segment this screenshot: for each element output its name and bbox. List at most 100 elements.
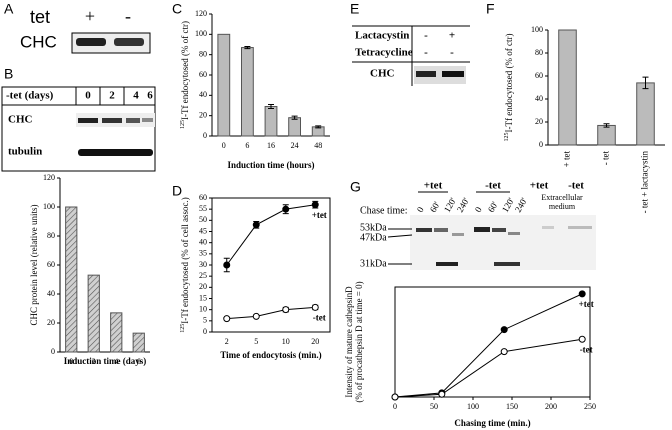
x-tick-label: 24 xyxy=(291,141,299,150)
y-axis-label: 125I-Tf endocytosed (% of cell assoc.) xyxy=(180,197,190,332)
panel-label: C xyxy=(172,1,182,17)
x-axis-label: Time of endocytosis (min.) xyxy=(220,350,321,360)
time-label: 120' xyxy=(442,196,458,214)
marker xyxy=(311,201,319,209)
y-axis-label-text: CHC protein level (relative units) xyxy=(29,205,39,326)
marker xyxy=(578,290,586,298)
series-line xyxy=(394,293,583,398)
y-axis-label: CHC protein level (relative units) xyxy=(29,205,39,326)
bar xyxy=(288,117,302,137)
y-tick-label: 5 xyxy=(203,316,207,325)
y-tick-label: 35 xyxy=(199,249,207,258)
row-label: CHC xyxy=(8,114,33,126)
error-bar xyxy=(268,103,274,110)
series-line xyxy=(394,338,583,398)
x-tick-label: 100 xyxy=(467,402,479,411)
group-label: +tet xyxy=(424,180,443,192)
error-bar xyxy=(244,46,251,50)
y-axis-label-text: I-Tf endocytosed (% of ctr) xyxy=(180,21,190,120)
y-tick-label: 100 xyxy=(531,25,543,34)
x-axis-label: Induction time (days) xyxy=(64,356,147,366)
panel-label: G xyxy=(350,179,361,195)
y-tick-label: 40 xyxy=(535,94,543,103)
x-tick-label: 6 xyxy=(245,141,249,150)
bar xyxy=(636,82,655,146)
blot xyxy=(71,32,151,54)
x-tick-label: 4 xyxy=(114,357,118,366)
bar xyxy=(65,206,78,353)
x-tick-label: - tet xyxy=(601,151,611,166)
y-tick-label: 0 xyxy=(203,131,207,140)
size-marker: 31kDa xyxy=(360,258,387,269)
x-tick-label: 0 xyxy=(222,141,226,150)
x-tick-label: 50 xyxy=(430,402,438,411)
series-line xyxy=(226,306,316,320)
time-label: 60' xyxy=(486,200,500,215)
y-axis-label-text: I-Tf endocytosed (% of cell assoc.) xyxy=(180,197,190,323)
y-tick-label: 80 xyxy=(199,49,207,58)
marker xyxy=(311,303,319,311)
column-label: 2 xyxy=(109,90,115,102)
x-tick-label: 2 xyxy=(92,357,96,366)
y-axis-label-text: I-Tf endocytosed (% of ctr) xyxy=(504,34,514,133)
time-label: 240' xyxy=(455,196,471,214)
x-tick-label: 150 xyxy=(506,402,518,411)
time-label: 0 xyxy=(473,205,484,214)
y-tick-label: 80 xyxy=(47,231,55,240)
marker xyxy=(282,205,290,213)
marker xyxy=(223,261,231,269)
y-tick-label: 15 xyxy=(199,293,207,302)
bar xyxy=(87,274,100,353)
y-tick-label: 40 xyxy=(199,90,207,99)
panel-label: E xyxy=(350,1,359,17)
series-label: +tet xyxy=(579,299,594,309)
x-tick-label: 2 xyxy=(225,337,229,346)
size-marker: 53kDa xyxy=(360,222,387,233)
y-tick-label: 20 xyxy=(199,110,207,119)
medium-label: medium xyxy=(549,202,576,211)
plot-frame xyxy=(394,286,591,398)
bar xyxy=(558,29,577,146)
y-tick-label: 0 xyxy=(51,347,55,356)
size-marker: 47kDa xyxy=(360,232,387,243)
marker xyxy=(282,306,290,314)
row-label: tubulin xyxy=(8,146,42,158)
y-axis-label-sup: 125 xyxy=(504,132,510,141)
x-tick-label: - tet + lactacystin xyxy=(640,151,650,214)
row-label: Lactacystin xyxy=(355,30,409,42)
y-axis-label-sup: 125 xyxy=(180,120,186,129)
x-tick-label: + tet xyxy=(562,151,572,168)
blot xyxy=(387,191,596,270)
band-label: CHC xyxy=(370,68,395,80)
y-tick-label: 40 xyxy=(199,237,207,246)
marker xyxy=(500,326,508,334)
x-tick-label: 0 xyxy=(69,357,73,366)
y-tick-label: 50 xyxy=(199,215,207,224)
y-axis-label: 125I-Tf endocytosed (% of ctr) xyxy=(180,21,190,129)
y-tick-label: 40 xyxy=(47,289,55,298)
medium-label: Extracellular xyxy=(541,193,583,202)
panel-label: F xyxy=(486,1,495,17)
x-tick-label: 250 xyxy=(584,402,596,411)
y-tick-label: 20 xyxy=(535,117,543,126)
y-tick-label: 0 xyxy=(203,327,207,336)
x-axis-label: Chasing time (min.) xyxy=(454,418,530,428)
series-label: -tet xyxy=(580,344,593,354)
y-axis-label: Intensity of mature cathepsinD(% of proc… xyxy=(344,281,364,402)
x-tick-label: 6 xyxy=(137,357,141,366)
y-axis-label-line: Intensity of mature cathepsinD xyxy=(344,286,354,398)
group-label: -tet xyxy=(568,180,584,192)
time-label: 240' xyxy=(513,196,529,214)
column-label: + xyxy=(85,6,95,26)
row-label: Tetracycline xyxy=(355,47,413,59)
table-header: -tet (days) xyxy=(6,90,54,102)
x-tick-label: 5 xyxy=(254,337,258,346)
bar xyxy=(264,106,278,137)
y-tick-label: 100 xyxy=(43,202,55,211)
bar xyxy=(597,124,616,146)
y-tick-label: 20 xyxy=(199,282,207,291)
bar xyxy=(217,33,231,137)
marker xyxy=(500,348,508,356)
error-bar xyxy=(315,125,322,129)
